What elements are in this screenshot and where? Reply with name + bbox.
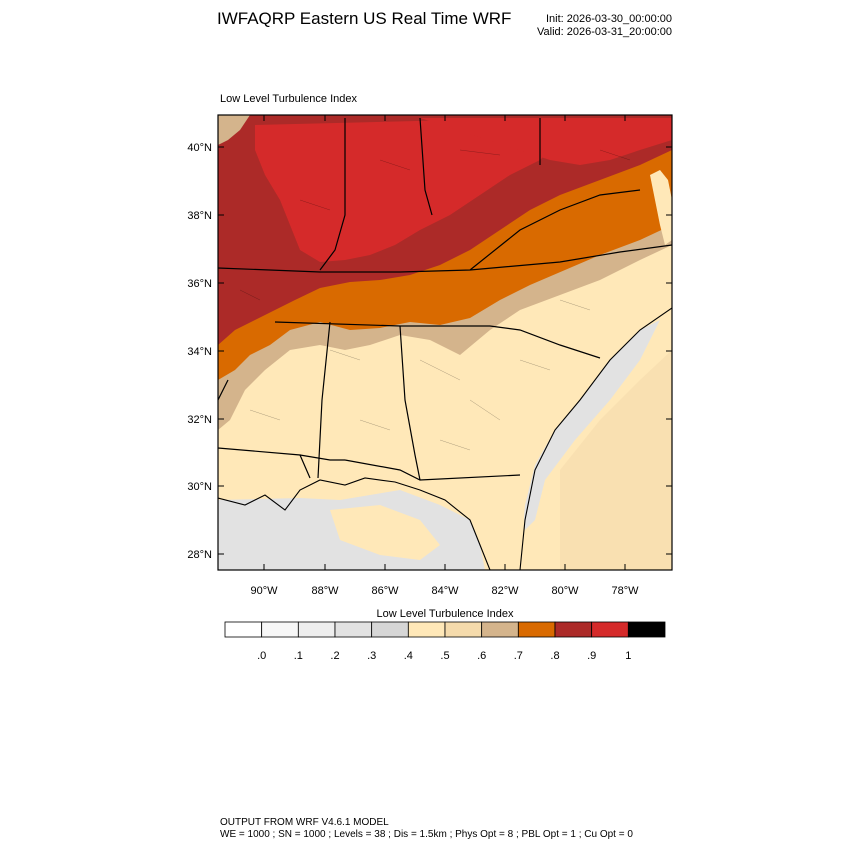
map-field xyxy=(218,115,672,570)
lat-label: 38°N xyxy=(187,210,212,222)
lat-label: 34°N xyxy=(187,346,212,358)
colorbar-box xyxy=(627,621,666,638)
colorbar-label: .8 xyxy=(550,650,559,662)
colorbar-box xyxy=(444,621,483,638)
lat-label: 32°N xyxy=(187,414,212,426)
colorbar-label: .1 xyxy=(294,650,303,662)
footer-config: WE = 1000 ; SN = 1000 ; Levels = 38 ; Di… xyxy=(220,829,633,840)
colorbar-label: .2 xyxy=(330,650,339,662)
colorbar xyxy=(224,621,666,638)
lon-labels: 90°W 88°W 86°W 84°W 82°W 80°W 78°W xyxy=(250,585,639,597)
colorbar-box xyxy=(591,621,629,638)
county-boundaries xyxy=(239,149,631,451)
band-0.9-1.0 xyxy=(255,118,560,262)
lat-label: 40°N xyxy=(187,142,212,154)
colorbar-box xyxy=(407,621,446,638)
lon-ticks xyxy=(263,115,626,570)
lat-label: 30°N xyxy=(187,481,212,493)
lon-label: 84°W xyxy=(431,585,459,597)
colorbar-label: .6 xyxy=(477,650,486,662)
colorbar-label: .7 xyxy=(514,650,523,662)
colorbar-box xyxy=(517,621,556,638)
lon-label: 82°W xyxy=(491,585,519,597)
colorbar-box xyxy=(224,621,263,638)
atlantic-shelf xyxy=(520,320,660,530)
lat-labels: 40°N 38°N 36°N 34°N 32°N 30°N 28°N xyxy=(187,142,212,561)
colorbar-label: .9 xyxy=(587,650,596,662)
colorbar-label: .0 xyxy=(257,650,266,662)
lat-label: 36°N xyxy=(187,278,212,290)
lon-label: 78°W xyxy=(611,585,639,597)
lat-label: 28°N xyxy=(187,549,212,561)
map-title: Low Level Turbulence Index xyxy=(220,93,357,105)
colorbar-label: 1 xyxy=(625,650,631,662)
main-title: IWFAQRP Eastern US Real Time WRF xyxy=(217,9,512,28)
colorbar-label: .5 xyxy=(440,650,449,662)
colorbar-label: .4 xyxy=(404,650,413,662)
colorbar-label: .3 xyxy=(367,650,376,662)
footer-model: OUTPUT FROM WRF V4.6.1 MODEL xyxy=(220,817,389,828)
lon-label: 90°W xyxy=(250,585,278,597)
init-time: Init: 2026-03-30_00:00:00 xyxy=(546,13,672,25)
colorbar-box xyxy=(261,621,299,638)
lon-label: 88°W xyxy=(311,585,339,597)
coastline xyxy=(218,307,672,570)
chesapeake-bay xyxy=(650,170,672,245)
colorbar-box xyxy=(371,621,409,638)
lat-ticks xyxy=(218,146,672,555)
colorbar-box xyxy=(297,621,336,638)
state-boundaries xyxy=(218,117,672,481)
valid-time: Valid: 2026-03-31_20:00:00 xyxy=(537,26,672,38)
colorbar-title: Low Level Turbulence Index xyxy=(376,608,514,620)
colorbar-box xyxy=(334,621,373,638)
colorbar-box xyxy=(481,621,519,638)
colorbar-labels: .0 .1 .2 .3 .4 .5 .6 .7 .8 .9 1 xyxy=(257,650,631,662)
lon-label: 86°W xyxy=(371,585,399,597)
lon-label: 80°W xyxy=(551,585,579,597)
colorbar-box xyxy=(554,621,593,638)
